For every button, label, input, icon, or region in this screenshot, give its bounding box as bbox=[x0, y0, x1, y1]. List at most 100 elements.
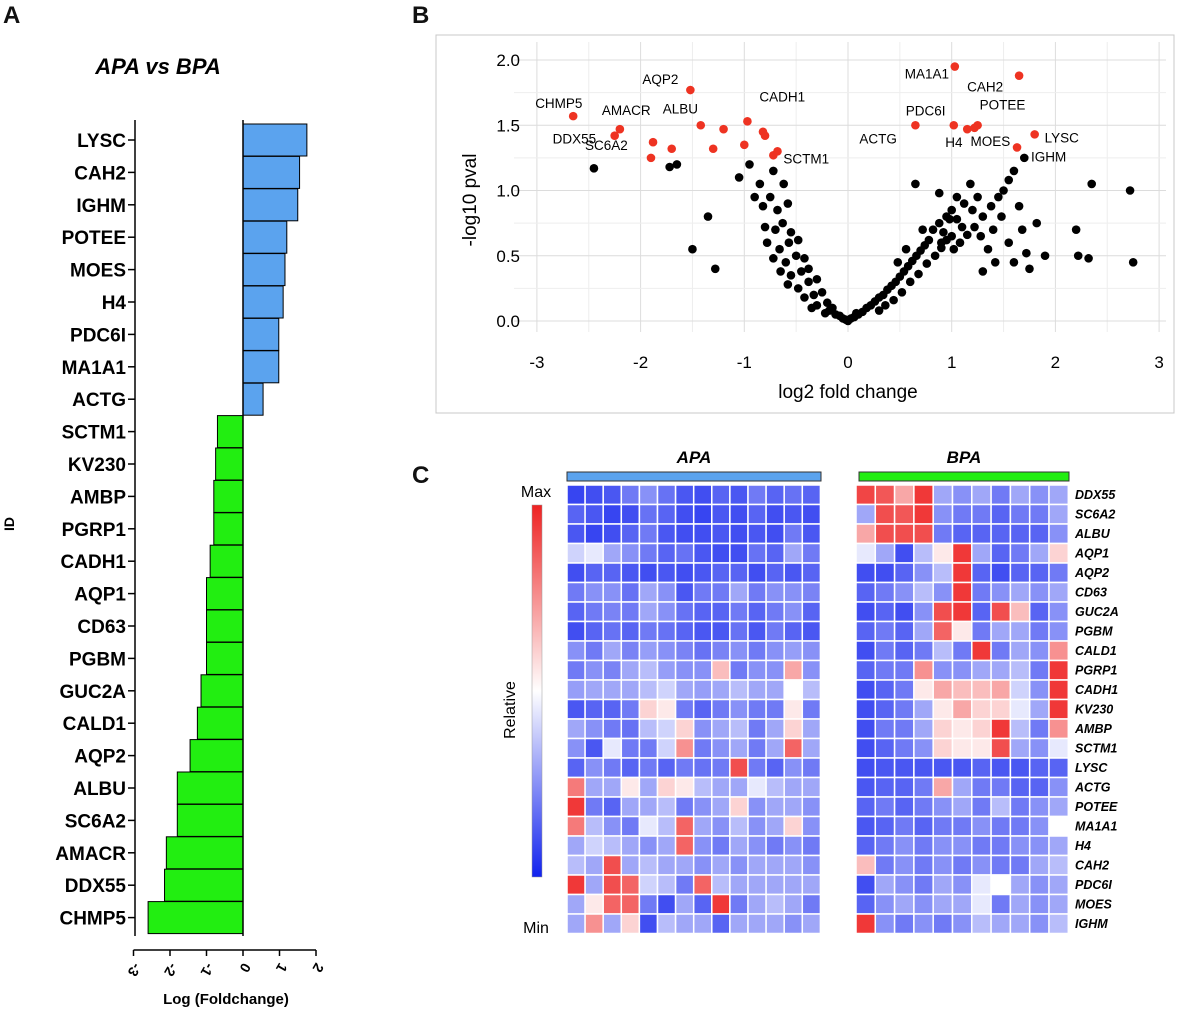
heatmap-cell bbox=[602, 835, 623, 857]
heatmap-cell bbox=[855, 874, 877, 896]
heatmap-cell bbox=[951, 484, 973, 506]
data-point bbox=[934, 188, 944, 198]
heatmap-cell bbox=[638, 757, 659, 779]
heatmap-cell bbox=[874, 835, 896, 857]
heatmap-cell bbox=[566, 620, 586, 642]
data-point bbox=[924, 235, 934, 245]
heatmap-cell bbox=[1009, 835, 1031, 857]
heatmap-cell bbox=[951, 854, 973, 876]
heatmap-cell bbox=[971, 679, 992, 701]
heatmap-cell bbox=[729, 776, 749, 798]
heatmap-cell bbox=[855, 815, 877, 837]
heatmap-cell bbox=[971, 542, 992, 564]
heatmap-cell bbox=[638, 484, 659, 506]
data-point bbox=[750, 192, 759, 202]
heatmap-cell bbox=[656, 503, 677, 525]
heatmap-cell bbox=[990, 815, 1012, 837]
heatmap-cell bbox=[874, 679, 896, 701]
heatmap-cell bbox=[729, 542, 749, 564]
heatmap-cell bbox=[1048, 737, 1070, 759]
heatmap-cell bbox=[747, 893, 767, 915]
data-point bbox=[1019, 153, 1029, 163]
bar-aqp1 bbox=[206, 577, 244, 611]
heatmap-cell bbox=[765, 659, 785, 681]
heatmap-cell bbox=[711, 815, 731, 837]
heatmap-cell bbox=[855, 581, 877, 603]
heatmap-cell bbox=[765, 893, 785, 915]
significant-point bbox=[719, 124, 728, 134]
heatmap-cell bbox=[692, 542, 713, 564]
heatmap-cell bbox=[729, 581, 749, 603]
heatmap-cell bbox=[674, 523, 695, 545]
heatmap-cell bbox=[1028, 718, 1050, 740]
data-point bbox=[1022, 248, 1031, 258]
heatmap-cell bbox=[765, 562, 785, 584]
heatmap-cell bbox=[747, 776, 767, 798]
heatmap-cell bbox=[1048, 542, 1070, 564]
point-label: DDX55 bbox=[553, 132, 597, 147]
heatmap-cell bbox=[566, 581, 586, 603]
y-tick-label: 1.5 bbox=[496, 116, 520, 135]
category-label: AQP2 bbox=[74, 747, 126, 768]
heatmap-cell bbox=[566, 874, 586, 896]
data-point bbox=[978, 212, 988, 221]
data-point bbox=[773, 205, 782, 215]
data-point bbox=[781, 257, 791, 267]
heatmap-cell bbox=[1009, 523, 1031, 545]
bar-cd63 bbox=[206, 609, 244, 643]
row-label: H4 bbox=[1075, 839, 1091, 853]
point-label: CAH2 bbox=[967, 80, 1003, 95]
bar-lysc bbox=[242, 123, 308, 157]
heatmap-cell bbox=[932, 835, 954, 857]
heatmap-cell bbox=[874, 913, 896, 935]
bar-actg bbox=[242, 382, 264, 416]
heatmap-cell bbox=[656, 815, 677, 837]
significant-point bbox=[646, 153, 656, 163]
heatmap-cell bbox=[566, 737, 586, 759]
row-label: POTEE bbox=[1075, 800, 1118, 814]
heatmap-cell bbox=[711, 679, 731, 701]
heatmap-cell bbox=[801, 893, 822, 915]
significant-point-ighm bbox=[1012, 143, 1022, 152]
heatmap-cell bbox=[620, 562, 641, 584]
heatmap-cell bbox=[1048, 874, 1070, 896]
heatmap-cell bbox=[971, 659, 992, 681]
heatmap-cell bbox=[711, 835, 731, 857]
heatmap-cell bbox=[711, 601, 731, 623]
heatmap-cell bbox=[656, 484, 677, 506]
heatmap-cell bbox=[620, 854, 641, 876]
heatmap-cell bbox=[602, 659, 623, 681]
data-point bbox=[755, 179, 765, 189]
heatmap-cell bbox=[874, 757, 896, 779]
heatmap-cell bbox=[692, 620, 713, 642]
heatmap-cell bbox=[783, 835, 804, 857]
category-label: PDC6I bbox=[70, 325, 126, 346]
heatmap-cell bbox=[1009, 640, 1031, 662]
heatmap-cell bbox=[951, 601, 973, 623]
heatmap-cell bbox=[932, 737, 954, 759]
data-point bbox=[988, 225, 998, 234]
heatmap-cell bbox=[638, 854, 659, 876]
heatmap-cell bbox=[1009, 893, 1031, 915]
bar-ddx55 bbox=[164, 868, 244, 902]
row-label: MA1A1 bbox=[1075, 820, 1117, 834]
heatmap-cell bbox=[951, 913, 973, 935]
heatmap-cell bbox=[990, 659, 1012, 681]
significant-point-cah2 bbox=[1014, 71, 1024, 80]
heatmap-cell bbox=[951, 620, 973, 642]
heatmap-cell bbox=[729, 523, 749, 545]
category-label: AQP1 bbox=[74, 585, 126, 606]
data-point bbox=[1084, 254, 1093, 263]
significant-point-ma1a1 bbox=[950, 62, 960, 71]
heatmap-cell bbox=[971, 718, 992, 740]
heatmap-cell bbox=[656, 542, 677, 564]
data-point bbox=[769, 254, 778, 263]
heatmap-cell bbox=[711, 659, 731, 681]
heatmap-cell bbox=[1028, 523, 1050, 545]
heatmap-cell bbox=[893, 737, 915, 759]
heatmap-cell bbox=[584, 601, 604, 623]
heatmap-cell bbox=[674, 913, 695, 935]
data-point bbox=[1071, 225, 1081, 234]
point-label: ALBU bbox=[663, 101, 698, 116]
heatmap-cell bbox=[913, 796, 934, 818]
